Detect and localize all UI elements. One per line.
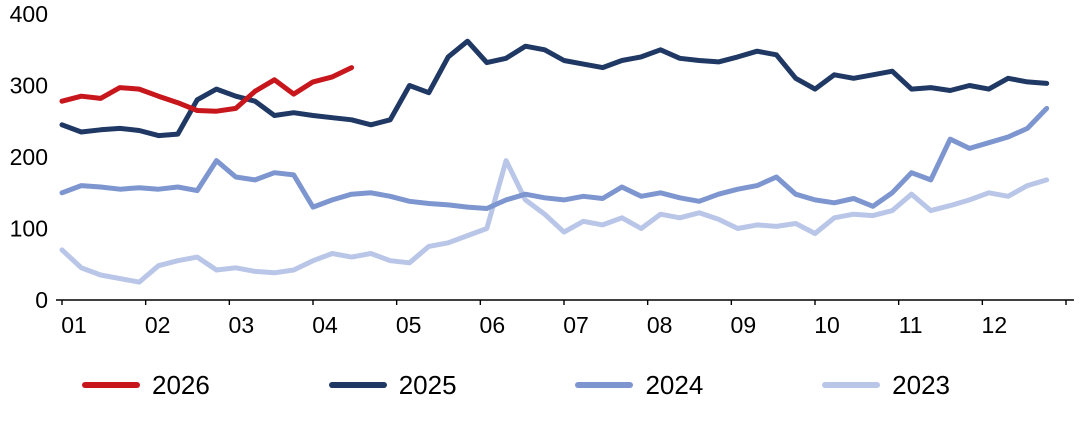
legend-label-2023: 2023 bbox=[892, 370, 950, 400]
y-tick-label-200: 200 bbox=[10, 144, 48, 170]
x-tick-label-03: 03 bbox=[229, 312, 255, 338]
series-line-2026 bbox=[59, 65, 355, 114]
series-line-2024 bbox=[59, 105, 1050, 211]
x-tick-label-04: 04 bbox=[312, 312, 338, 338]
legend-item-2024: 2024 bbox=[575, 372, 703, 398]
legend-label-2025: 2025 bbox=[398, 370, 457, 400]
y-tick-label-400: 400 bbox=[10, 1, 48, 27]
y-tick-label-100: 100 bbox=[10, 216, 48, 242]
x-tick-label-12: 12 bbox=[982, 312, 1008, 338]
series-line-2025 bbox=[59, 38, 1050, 139]
y-tick-label-300: 300 bbox=[10, 73, 48, 99]
x-tick-label-06: 06 bbox=[480, 312, 506, 338]
x-tick-label-11: 11 bbox=[899, 312, 923, 338]
x-tick-label-08: 08 bbox=[647, 312, 673, 338]
x-tick-label-02: 02 bbox=[145, 312, 171, 338]
legend-item-2023: 2023 bbox=[822, 372, 950, 398]
legend-label-2024: 2024 bbox=[645, 370, 704, 400]
legend-swatch-2026 bbox=[82, 382, 140, 388]
chart-legend: 2026 2025 2024 2023 bbox=[0, 372, 1080, 398]
series-line-2023 bbox=[59, 158, 1050, 285]
x-tick-label-09: 09 bbox=[731, 312, 757, 338]
chart-plot-area: 0 100 200 300 400 01 02 03 04 05 06 07 08 09 10 11 12 bbox=[10, 1, 1074, 338]
legend-swatch-2023 bbox=[822, 382, 881, 388]
x-tick-label-01: 01 bbox=[61, 312, 87, 338]
legend-item-2025: 2025 bbox=[328, 370, 457, 400]
x-tick-label-10: 10 bbox=[814, 312, 840, 338]
legend-item-2026: 2026 bbox=[82, 372, 210, 398]
legend-label-2026: 2026 bbox=[152, 370, 210, 400]
legend-swatch-2025 bbox=[328, 382, 387, 388]
x-tick-label-05: 05 bbox=[396, 312, 422, 338]
y-tick-label-0: 0 bbox=[35, 287, 48, 313]
x-tick-label-07: 07 bbox=[563, 312, 589, 338]
legend-swatch-2024 bbox=[575, 382, 634, 388]
